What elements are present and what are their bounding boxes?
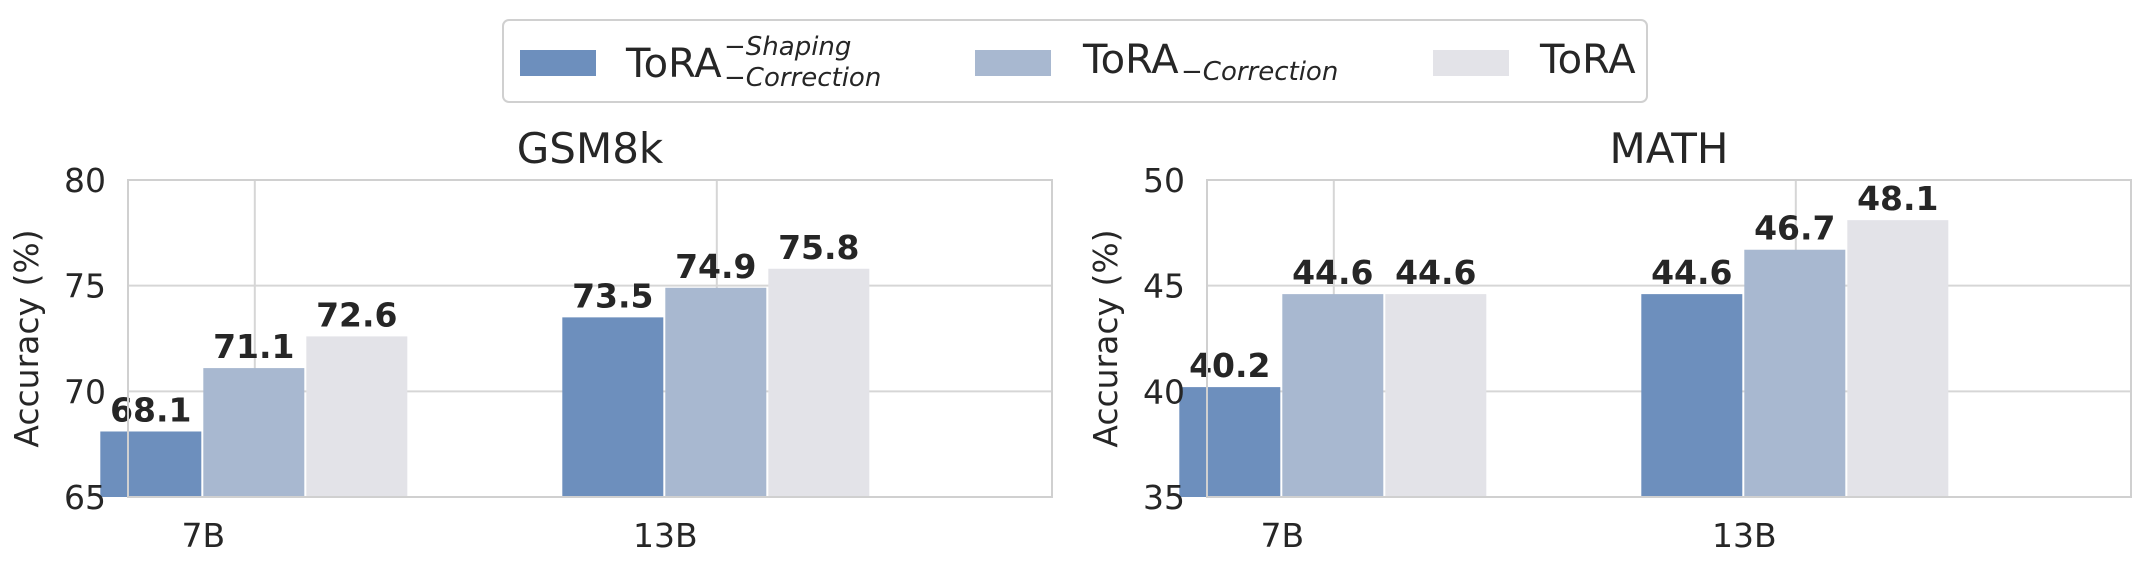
data-label: 48.1 [1857,179,1938,218]
legend-label-2: ToRA [1082,37,1179,83]
x-tick-label: 7B [1260,516,1304,555]
bar [1282,294,1384,497]
y-tick-label: 40 [1143,372,1185,411]
bar [203,368,305,497]
data-label: 71.1 [213,327,294,366]
data-label: 44.6 [1292,253,1373,292]
legend-swatch-3 [1433,50,1509,76]
chart-title: GSM8k [517,124,664,173]
bar [1179,387,1281,497]
legend-label-1-sub: −Correction [724,63,881,93]
y-tick-label: 70 [64,372,106,411]
data-label: 74.9 [675,247,756,286]
y-axis-label: Accuracy (%) [1086,229,1125,447]
chart-panel-1: 68.1 73.5 71.1 74.9 72.6 75.8 65 70 75 80 7B 13B GSM… [7,124,1053,555]
bar [665,287,767,497]
legend-label-1: ToRA [625,41,722,87]
plot-frame [1206,179,2132,498]
x-tick-label: 13B [633,516,698,555]
y-tick-label: 45 [1143,267,1185,306]
plot-frame [127,179,1053,498]
bar [100,431,202,497]
y-tick-label: 50 [1143,161,1185,200]
legend-label-2-sub: −Correction [1181,57,1338,87]
y-tick-label: 35 [1143,478,1185,517]
y-tick-label: 65 [64,478,106,517]
data-label: 75.8 [778,228,859,267]
chart-title: MATH [1610,124,1729,173]
legend-swatch-1 [520,50,596,76]
data-label: 44.6 [1651,253,1732,292]
bar [1641,294,1743,497]
y-tick-label: 80 [64,161,106,200]
data-label: 46.7 [1754,209,1835,248]
legend-swatch-2 [975,50,1051,76]
y-tick-label: 75 [64,267,106,306]
bar [1385,294,1487,497]
bar [306,336,408,497]
data-label: 73.5 [572,276,653,315]
data-label: 44.6 [1395,253,1476,292]
chart-panel-2: 40.2 44.6 44.6 46.7 44.6 48.1 35 40 45 50 7B 13B MAT… [1086,124,2132,555]
legend: ToRA −Shaping −Correction ToRA −Correcti… [502,19,1648,103]
legend-label-1-sup: −Shaping [724,32,851,62]
y-axis-label: Accuracy (%) [7,229,46,447]
bar [1744,249,1846,497]
x-tick-label: 13B [1712,516,1777,555]
data-label: 68.1 [110,390,191,429]
legend-label-3: ToRA [1539,37,1636,83]
bar [1847,220,1949,498]
data-label: 72.6 [316,295,397,334]
data-label: 40.2 [1189,346,1270,385]
x-tick-label: 7B [181,516,225,555]
bar [768,268,870,497]
legend-frame [502,19,1648,103]
bar [562,317,664,497]
